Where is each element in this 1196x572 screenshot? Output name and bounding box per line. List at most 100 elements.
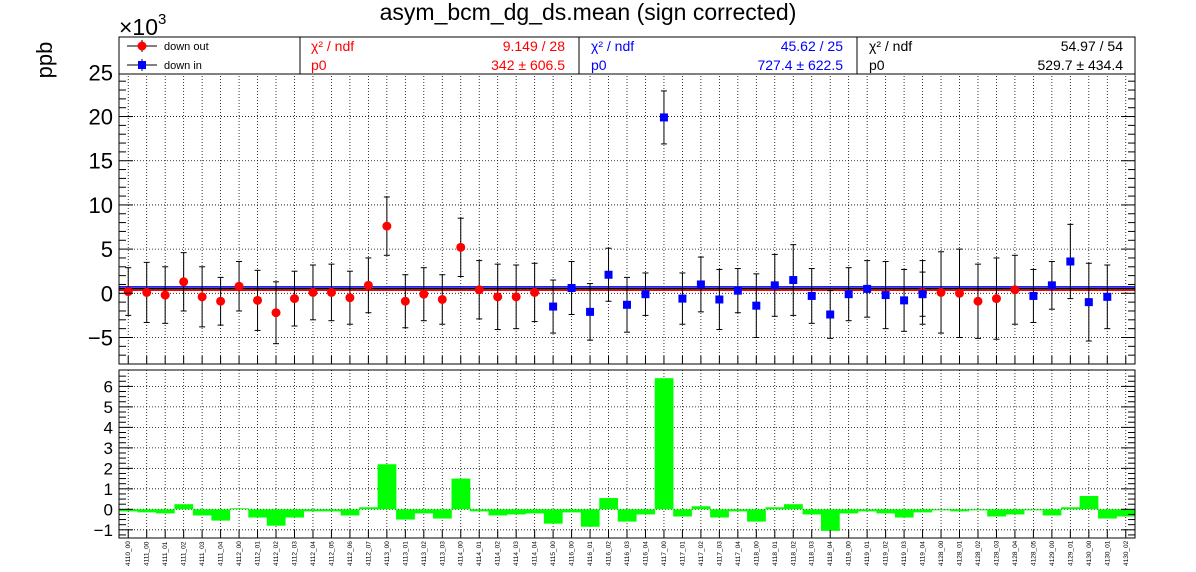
y-axis-label: ppb <box>32 42 57 79</box>
fit-red-p0-label: p0 <box>311 57 327 73</box>
bar <box>1024 509 1043 511</box>
data-point-down-in <box>1103 292 1112 301</box>
lower-y-tick-label: 1 <box>104 480 113 499</box>
upper-y-tick-label: 15 <box>89 149 113 174</box>
data-point-down-out <box>234 281 244 291</box>
bar <box>433 509 452 519</box>
bar <box>931 509 951 511</box>
bar <box>839 509 859 514</box>
data-point-down-out <box>271 308 281 318</box>
bar <box>654 378 674 510</box>
x-category-label: 4128_02 <box>975 540 982 566</box>
lower-y-tick-label: 4 <box>104 418 113 437</box>
data-point-down-out <box>160 290 170 300</box>
data-point-down-out <box>511 292 521 302</box>
upper-points <box>123 90 1112 345</box>
data-point-down-out <box>530 287 540 297</box>
data-point-down-out <box>179 277 189 287</box>
y-multiplier-base: ×10 <box>119 14 158 40</box>
data-point-down-out <box>456 242 466 252</box>
data-point-down-in <box>863 284 872 293</box>
data-point-down-in <box>641 290 650 299</box>
data-point-down-in <box>696 280 705 289</box>
legend-label-down-out: down out <box>164 41 209 53</box>
upper-y-tick-label: −5 <box>88 325 113 350</box>
x-category-label: 4111_01 <box>162 541 169 566</box>
x-category-label: 4128_01 <box>957 540 964 566</box>
x-category-label: 4118_03 <box>809 541 816 566</box>
fit-black-chi2-value: 54.97 / 54 <box>1061 38 1123 54</box>
bar <box>1042 509 1062 516</box>
x-category-label: 4112_02 <box>273 541 280 566</box>
bar <box>1079 496 1099 510</box>
x-category-label: 4116_04 <box>642 541 649 566</box>
x-category-label: 4111_04 <box>218 541 225 566</box>
data-point-down-out <box>216 296 226 306</box>
bar <box>617 509 637 522</box>
bar <box>119 509 138 512</box>
fit-blue-chi2-value: 45.62 / 25 <box>781 38 843 54</box>
data-point-down-out <box>308 287 318 297</box>
x-category-label: 4113_03 <box>439 541 446 566</box>
x-category-label: 4114_04 <box>532 541 539 566</box>
fit-red-p0-value: 342 ± 606.5 <box>491 57 565 73</box>
legend-marker-down-out <box>137 41 147 51</box>
x-category-label: 4114_01 <box>476 541 483 566</box>
bar <box>1116 509 1136 517</box>
upper-y-tick-label: 0 <box>101 281 113 306</box>
data-point-down-in <box>1029 291 1038 300</box>
lower-y-tick-label: 2 <box>104 459 113 478</box>
data-point-down-in <box>567 283 576 292</box>
bar <box>543 509 563 524</box>
bar <box>377 464 397 510</box>
lower-grid <box>119 370 1135 538</box>
legend: down out down in χ² / ndf 9.149 / 28 p0 … <box>118 36 1136 75</box>
bar <box>728 509 748 512</box>
data-point-down-out <box>253 295 263 305</box>
data-point-down-in <box>807 291 816 300</box>
x-category-label: 4113_00 <box>384 541 391 566</box>
upper-y-tick-label: 5 <box>101 237 113 262</box>
fit-blue-p0-value: 727.4 ± 622.5 <box>757 57 843 73</box>
bar <box>451 478 471 510</box>
data-point-down-out <box>363 280 373 290</box>
fit-red-chi2-label: χ² / ndf <box>311 38 354 54</box>
data-point-down-in <box>623 300 631 309</box>
bar <box>599 498 619 510</box>
data-point-down-out <box>123 287 133 297</box>
bar <box>1005 509 1025 515</box>
bar <box>673 509 692 517</box>
bar <box>580 509 600 527</box>
bar <box>710 509 729 518</box>
x-category-label: 4117_02 <box>698 541 705 566</box>
x-category-label: 4114_02 <box>495 541 502 566</box>
bar <box>525 509 545 514</box>
data-point-down-in <box>844 290 853 299</box>
upper-y-tick-label: 25 <box>89 60 113 85</box>
bar <box>562 509 582 513</box>
data-point-down-in <box>1084 298 1093 307</box>
x-category-label: 4118_04 <box>827 541 834 566</box>
x-category-label: 4117_01 <box>679 541 686 566</box>
bar <box>469 509 489 512</box>
bar <box>913 509 933 513</box>
x-category-label: 4116_00 <box>569 541 576 566</box>
upper-y-tick-label: 10 <box>89 193 113 218</box>
bar <box>211 509 231 521</box>
data-point-down-in <box>678 294 687 303</box>
bar <box>894 509 914 518</box>
bar <box>137 509 157 513</box>
bar <box>340 509 360 516</box>
bar <box>266 509 286 526</box>
y-multiplier-exponent: 3 <box>158 11 166 28</box>
fit-blue-p0-label: p0 <box>591 57 607 73</box>
x-category-label: 4119_02 <box>883 541 890 566</box>
data-point-down-in <box>770 281 779 290</box>
data-point-down-out <box>197 292 207 302</box>
data-point-down-in <box>752 301 761 310</box>
legend-box <box>118 36 1136 75</box>
bar <box>303 509 323 512</box>
bar <box>155 509 175 514</box>
x-category-label: 4128_03 <box>993 540 1000 566</box>
